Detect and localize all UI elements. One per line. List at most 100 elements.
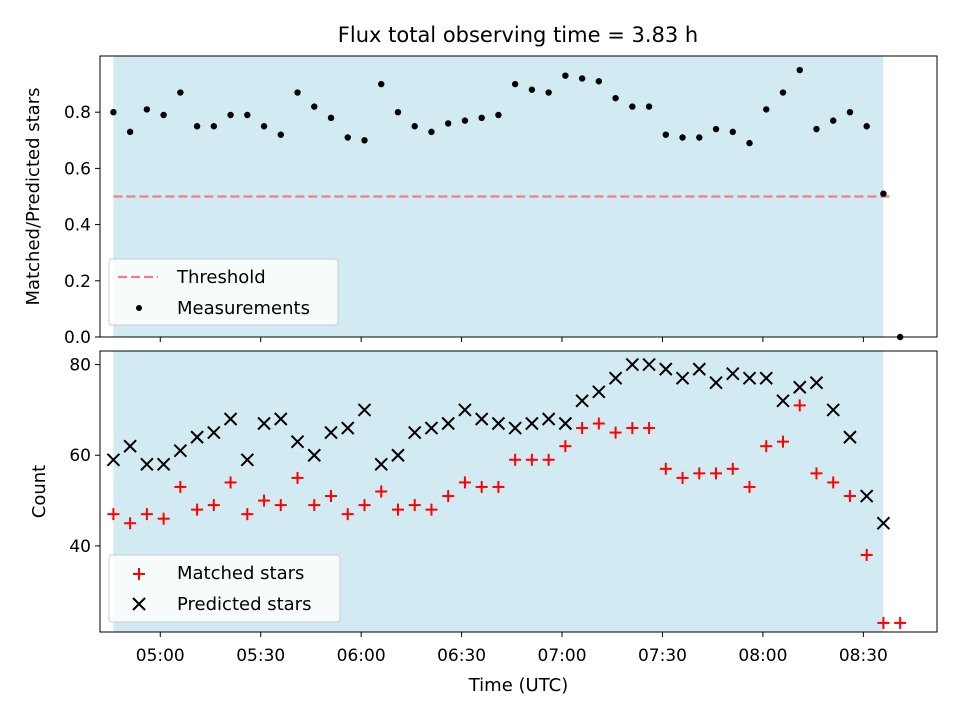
matched-star-point — [308, 499, 321, 512]
matched-star-point — [124, 517, 137, 530]
x-tick-label: 06:30 — [437, 646, 486, 666]
x-tick-label: 07:00 — [538, 646, 587, 666]
chart-title: Flux total observing time = 3.83 h — [338, 23, 698, 47]
y-tick-label: 0.6 — [64, 159, 91, 179]
predicted-star-point — [123, 439, 137, 453]
predicted-star-point — [341, 421, 355, 435]
matched-star-point — [576, 422, 589, 435]
legend-plus-marker — [133, 568, 145, 580]
predicted-star-point — [726, 366, 740, 381]
matched-star-point — [860, 548, 873, 561]
matched-star-point — [258, 494, 271, 507]
predicted-star-point — [324, 425, 338, 440]
matched-star-point — [810, 467, 823, 480]
legend-box — [108, 258, 339, 326]
matched-star-point — [760, 440, 773, 453]
measurement-point — [327, 114, 335, 122]
matched-star-point — [542, 453, 555, 466]
predicted-star-point — [876, 516, 891, 530]
matched-star-point — [843, 490, 856, 503]
y-tick-label: 0.2 — [64, 272, 91, 292]
y-tick-label: 0.8 — [64, 103, 91, 123]
measurement-point — [311, 103, 318, 110]
panel-ratio: 0.00.20.40.60.8 Matched/Predicted stars … — [23, 55, 938, 348]
measurement-point — [344, 134, 351, 141]
predicted-star-point — [508, 421, 522, 435]
predicted-star-point — [290, 434, 305, 449]
predicted-star-point — [441, 416, 455, 431]
measurement-point — [394, 109, 402, 116]
matched-star-point — [157, 512, 170, 525]
legend-measurement-swatch — [136, 305, 142, 311]
x-tick-label: 06:00 — [337, 646, 386, 666]
predicted-star-point — [207, 425, 221, 440]
predicted-star-point — [826, 403, 840, 417]
y-tick-label: 80 — [69, 356, 91, 376]
predicted-star-point — [257, 416, 271, 431]
measurement-point — [880, 190, 887, 197]
legend-label-threshold: Threshold — [176, 267, 266, 288]
matched-star-point — [207, 499, 220, 512]
x-tick-label: 08:30 — [839, 646, 888, 666]
matched-star-point — [458, 476, 471, 489]
measurement-point — [746, 139, 753, 147]
measurement-point — [830, 117, 837, 124]
matched-star-point — [776, 435, 789, 448]
measurement-point — [511, 80, 519, 88]
predicted-star-point — [625, 357, 640, 372]
measurement-point — [846, 109, 854, 116]
predicted-star-point — [223, 412, 238, 426]
predicted-star-point — [659, 362, 673, 376]
y-axis-label-count: Count — [29, 465, 50, 518]
panel-count: 40 60 80 05:00 05:30 06:00 06:30 07:00 07:30 08:… — [29, 350, 938, 696]
predicted-star-point — [240, 453, 255, 467]
plot-frame-count — [99, 350, 938, 633]
matched-star-point — [442, 490, 455, 503]
matched-star-point — [509, 453, 522, 466]
matched-star-point — [525, 453, 538, 466]
measurement-point — [478, 114, 485, 122]
measurement-point — [679, 134, 686, 141]
predicted-star-point — [525, 416, 539, 431]
y-tick-label: 40 — [69, 537, 91, 557]
predicted-star-point — [709, 376, 723, 390]
matched-star-point — [375, 485, 388, 498]
measurement-point — [779, 89, 787, 96]
measurement-point — [227, 111, 234, 119]
y-tick-label: 0.4 — [64, 216, 91, 236]
measurement-point — [796, 66, 803, 74]
matched-star-point — [877, 616, 890, 629]
predicted-star-point — [776, 394, 790, 408]
predicted-star-point — [307, 448, 321, 462]
count-points — [106, 357, 907, 629]
measurement-point — [177, 89, 184, 96]
measurement-point — [193, 123, 201, 130]
measurement-point — [629, 103, 636, 110]
measurement-point — [863, 123, 870, 130]
matched-star-point — [224, 476, 237, 489]
measurement-point — [729, 128, 736, 136]
predicted-star-point — [156, 457, 171, 472]
measurement-point — [160, 111, 167, 119]
matched-star-point — [475, 480, 488, 493]
y-axis-ticks-count: 40 60 80 — [69, 356, 100, 557]
predicted-star-point — [391, 448, 405, 462]
measurement-point — [763, 106, 770, 113]
measurement-point — [126, 128, 134, 136]
measurement-point — [260, 123, 268, 130]
measurement-point — [645, 103, 653, 110]
matched-star-point — [693, 467, 706, 480]
predicted-star-point — [558, 416, 573, 431]
legend-label-matched: Matched stars — [177, 563, 304, 584]
predicted-star-point — [424, 421, 439, 435]
predicted-star-point — [374, 457, 388, 472]
x-tick-label: 08:00 — [738, 646, 787, 666]
predicted-star-point — [608, 371, 623, 385]
matched-star-point — [358, 499, 371, 512]
matched-star-point — [643, 422, 656, 435]
plot-frame-ratio — [99, 55, 938, 338]
predicted-star-point — [843, 430, 857, 444]
matched-star-point — [274, 499, 287, 512]
matched-star-point — [174, 480, 187, 493]
predicted-star-point — [140, 457, 154, 472]
